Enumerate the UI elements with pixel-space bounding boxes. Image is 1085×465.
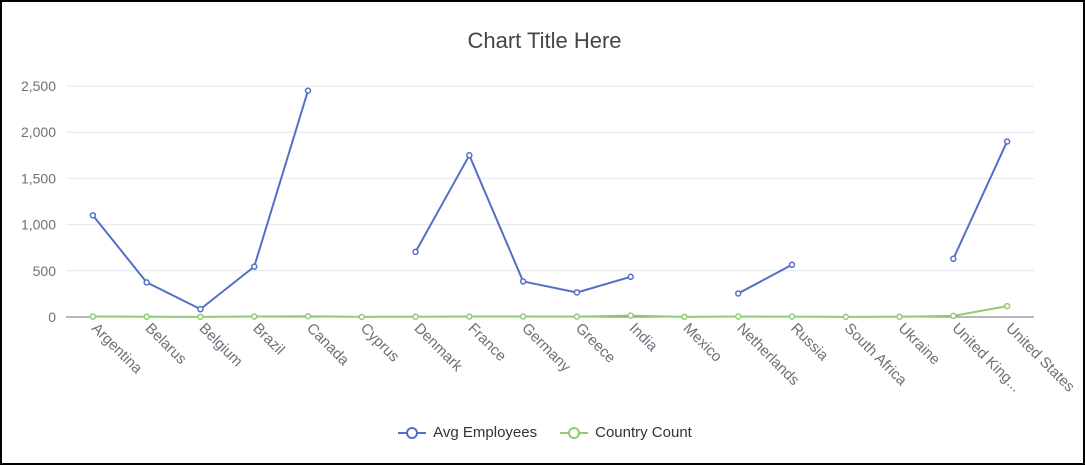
legend-item-avg-employees[interactable]: Avg Employees bbox=[397, 424, 537, 441]
data-point-country-count bbox=[304, 313, 312, 320]
x-tick-label: Cyprus bbox=[357, 320, 403, 366]
data-point-country-count bbox=[143, 313, 150, 320]
x-tick-label: Argentina bbox=[88, 320, 146, 378]
data-point-country-count bbox=[734, 313, 742, 320]
x-tick-label: Mexico bbox=[680, 320, 726, 366]
line-chart: 0 500 1,000 1,500 2,000 2,500 ArgentinaBelarus… bbox=[21, 78, 1078, 396]
x-tick-label: Germany bbox=[518, 320, 574, 376]
y-tick-label: 1,500 bbox=[21, 170, 56, 186]
data-point-country-count bbox=[1003, 302, 1011, 310]
data-point-avg-employees bbox=[788, 261, 796, 269]
series-line-avg-employees bbox=[952, 141, 1009, 260]
y-tick-label: 500 bbox=[33, 263, 57, 279]
data-point-country-count bbox=[842, 313, 850, 321]
data-point-country-count bbox=[519, 313, 527, 320]
legend-label: Avg Employees bbox=[433, 424, 538, 441]
data-point-avg-employees bbox=[250, 263, 258, 270]
data-point-country-count bbox=[89, 313, 97, 320]
legend-label: Country Count bbox=[595, 424, 692, 441]
data-point-country-count bbox=[358, 313, 366, 321]
x-tick-label: Russia bbox=[787, 320, 832, 365]
x-tick-label: Denmark bbox=[411, 320, 466, 375]
data-point-avg-employees bbox=[627, 273, 634, 281]
data-point-country-count bbox=[250, 313, 258, 320]
data-point-avg-employees bbox=[466, 152, 473, 159]
chart-title: Chart Title Here bbox=[467, 28, 622, 53]
data-point-avg-employees bbox=[143, 279, 150, 286]
y-tick-label: 1,000 bbox=[21, 217, 56, 233]
data-point-avg-employees bbox=[197, 305, 204, 313]
series-line-avg-employees bbox=[92, 90, 309, 311]
x-tick-label: Ukraine bbox=[895, 320, 944, 369]
chart-legend: Avg Employees Country Count bbox=[2, 424, 1085, 441]
data-point-avg-employees bbox=[89, 212, 97, 219]
x-tick-label: Canada bbox=[303, 320, 353, 370]
data-point-country-count bbox=[950, 312, 957, 320]
data-point-country-count bbox=[896, 313, 903, 320]
legend-item-country-count[interactable]: Country Count bbox=[559, 424, 692, 441]
y-tick-label: 2,000 bbox=[21, 124, 56, 140]
data-point-country-count bbox=[197, 313, 204, 321]
x-tick-label: Brazil bbox=[249, 320, 288, 359]
series-line-country-count bbox=[92, 305, 1008, 318]
y-tick-label: 2,500 bbox=[21, 78, 56, 94]
series-line-avg-employees bbox=[737, 263, 793, 295]
legend-line-circle-icon bbox=[560, 426, 589, 439]
data-point-avg-employees bbox=[304, 87, 312, 94]
x-tick-label: Greece bbox=[572, 320, 619, 367]
x-tick-label: Belarus bbox=[142, 320, 190, 368]
data-point-country-count bbox=[788, 313, 796, 320]
data-point-avg-employees bbox=[519, 278, 527, 285]
data-point-country-count bbox=[627, 312, 634, 319]
data-point-avg-employees bbox=[950, 255, 957, 263]
legend-line-circle-icon bbox=[398, 426, 427, 439]
data-point-avg-employees bbox=[412, 248, 419, 256]
data-point-avg-employees bbox=[1003, 138, 1011, 145]
x-tick-label: India bbox=[626, 320, 661, 355]
data-point-country-count bbox=[412, 313, 419, 320]
data-point-country-count bbox=[681, 313, 688, 321]
x-tick-label: Belgium bbox=[196, 320, 246, 370]
data-point-country-count bbox=[466, 313, 473, 320]
y-tick-label: 0 bbox=[48, 309, 56, 325]
series-line-avg-employees bbox=[414, 154, 631, 294]
data-point-avg-employees bbox=[734, 290, 742, 297]
data-point-country-count bbox=[573, 313, 581, 320]
x-tick-label: France bbox=[465, 320, 510, 365]
data-point-avg-employees bbox=[573, 289, 581, 296]
